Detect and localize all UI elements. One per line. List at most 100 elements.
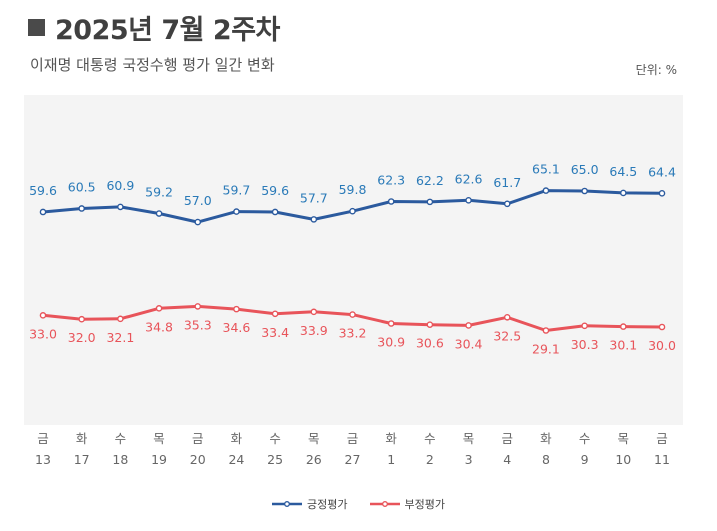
x-tick-day-10: 2 [426,452,434,467]
x-tick-day-11: 3 [465,452,473,467]
data-point-1-14 [581,322,588,330]
data-label-1-7: 33.9 [300,323,328,338]
plot-background [24,95,683,425]
data-label-0-13: 65.1 [532,162,560,177]
x-tick-weekday-9: 화 [385,431,397,446]
data-label-0-2: 60.9 [106,178,134,193]
data-point-1-1 [78,315,85,323]
data-point-1-9 [387,320,395,327]
x-tick-day-7: 26 [306,452,322,467]
data-point-0-14 [581,187,588,195]
x-tick-weekday-16: 금 [656,431,668,446]
data-point-0-8 [349,207,356,215]
legend-swatch-negative [369,501,400,507]
data-point-0-15 [620,189,627,197]
data-point-0-5 [233,208,240,215]
data-label-1-11: 30.4 [455,336,483,351]
data-label-1-6: 33.4 [261,325,289,340]
x-tick-weekday-13: 화 [540,431,552,446]
data-point-1-2 [117,315,124,323]
x-tick-day-5: 24 [228,452,244,467]
x-tick-day-13: 8 [542,452,550,467]
data-point-1-15 [620,323,627,330]
chart-subtitle: 이재명 대통령 국정수행 평가 일간 변화 [30,56,275,74]
x-tick-day-4: 20 [190,452,206,467]
data-point-1-11 [465,322,472,329]
x-tick-weekday-2: 수 [115,431,127,446]
data-label-1-16: 30.0 [648,338,676,353]
data-label-1-2: 32.1 [106,330,134,345]
data-label-1-15: 30.1 [609,338,637,353]
data-label-1-3: 34.8 [145,319,173,334]
data-label-1-10: 30.6 [416,336,444,351]
data-label-0-0: 59.6 [29,183,57,198]
x-tick-weekday-6: 수 [269,431,281,446]
data-point-1-3 [155,305,163,312]
x-tick-day-8: 27 [345,452,361,467]
x-tick-day-6: 25 [267,452,283,467]
data-point-1-8 [349,311,356,318]
data-label-0-7: 57.7 [300,190,328,205]
legend-swatch-positive [272,501,303,507]
x-tick-day-3: 19 [151,452,167,467]
legend-label-negative: 부정평가 [404,498,445,511]
data-label-1-0: 33.0 [29,326,57,341]
x-tick-day-15: 10 [615,452,631,467]
unit-label: 단위: % [635,63,677,77]
data-label-0-9: 62.3 [377,172,405,187]
x-tick-weekday-11: 목 [463,431,475,446]
data-label-0-4: 57.0 [184,193,212,208]
data-point-0-4 [194,218,202,226]
data-label-1-1: 32.0 [68,330,96,345]
x-tick-weekday-5: 화 [231,431,243,446]
x-tick-weekday-3: 목 [153,431,165,446]
data-point-0-12 [503,200,511,208]
data-point-1-7 [310,308,318,316]
data-point-0-0 [39,208,47,216]
data-label-0-15: 64.5 [609,164,637,179]
data-point-0-9 [387,198,395,205]
x-tick-day-12: 4 [503,452,511,467]
data-label-1-12: 32.5 [493,328,521,343]
data-label-0-3: 59.2 [145,185,173,200]
data-label-0-12: 61.7 [493,175,521,190]
x-tick-day-16: 11 [654,452,670,467]
data-point-0-16 [658,190,666,197]
legend-item-negative: 부정평가 [369,496,445,512]
x-tick-weekday-10: 수 [424,431,436,446]
x-tick-weekday-7: 목 [308,431,320,446]
data-label-0-5: 59.7 [223,183,251,198]
data-label-0-10: 62.2 [416,173,444,188]
data-label-1-4: 35.3 [184,317,212,332]
data-point-1-5 [233,305,240,313]
data-point-0-1 [78,205,85,212]
x-tick-day-1: 17 [74,452,90,467]
data-label-0-8: 59.8 [339,182,367,197]
data-label-0-1: 60.5 [68,179,96,194]
x-tick-day-14: 9 [581,452,589,467]
data-point-1-0 [39,312,47,319]
data-label-1-5: 34.6 [223,320,251,335]
data-label-0-11: 62.6 [455,171,483,186]
x-tick-day-2: 18 [112,452,128,467]
data-point-0-11 [465,197,472,204]
legend-item-positive: 긍정평가 [272,496,348,512]
data-point-0-13 [542,187,550,194]
data-point-1-12 [503,313,511,321]
data-label-1-14: 30.3 [571,337,599,352]
data-point-0-2 [117,203,124,211]
x-tick-weekday-14: 수 [579,431,591,446]
x-tick-day-9: 1 [387,452,395,467]
x-tick-day-0: 13 [35,452,51,467]
x-tick-weekday-8: 금 [347,431,359,446]
data-point-0-7 [310,216,318,223]
x-tick-weekday-12: 금 [501,431,513,446]
title-square-icon [28,19,45,36]
legend-label-positive: 긍정평가 [307,498,348,511]
data-point-1-10 [426,321,434,328]
data-label-0-16: 64.4 [648,164,676,179]
data-point-1-13 [542,327,550,334]
data-point-1-6 [271,310,279,318]
page-title: 2025년 7월 2주차 [55,15,280,46]
